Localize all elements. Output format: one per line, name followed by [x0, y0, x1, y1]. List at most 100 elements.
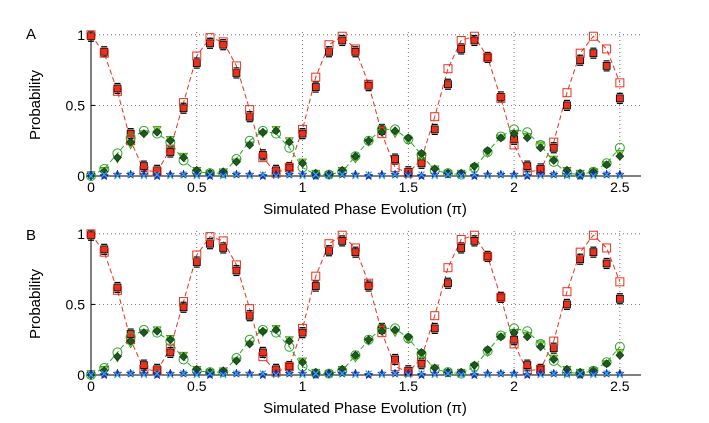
data-point — [482, 368, 493, 378]
data-point — [86, 229, 96, 239]
data-point — [351, 47, 360, 56]
data-point — [180, 370, 187, 378]
panel-b-xlabel: Simulated Phase Evolution (π) — [263, 400, 467, 417]
data-point — [615, 277, 625, 287]
data-point — [351, 172, 359, 180]
data-point — [588, 230, 598, 240]
data-point — [219, 172, 227, 180]
data-point — [537, 172, 544, 180]
data-point — [363, 369, 374, 380]
data-point — [311, 282, 320, 290]
data-point — [126, 137, 136, 147]
data-point — [390, 325, 400, 335]
data-point — [272, 371, 280, 379]
data-point — [391, 370, 399, 378]
data-point — [470, 171, 478, 179]
data-point — [165, 169, 176, 179]
data-point — [390, 126, 400, 136]
data-point — [377, 127, 387, 137]
data-point — [165, 343, 175, 353]
data-point — [245, 304, 255, 314]
data-point — [113, 352, 122, 362]
data-point — [364, 136, 374, 146]
data-point — [112, 368, 123, 378]
data-point — [218, 236, 228, 246]
data-point — [112, 169, 123, 179]
data-point — [483, 146, 493, 156]
panel-b-ylabel: Probability — [27, 268, 44, 339]
data-point — [246, 172, 254, 180]
data-point — [483, 52, 493, 62]
x-tick-label: 0.5 — [187, 378, 207, 394]
data-point — [311, 72, 321, 82]
data-point — [443, 263, 453, 273]
data-point — [469, 230, 479, 240]
y-tick-label: 1 — [77, 27, 85, 43]
data-point — [510, 172, 518, 180]
data-point — [152, 127, 162, 137]
data-point — [364, 282, 373, 290]
data-point — [496, 293, 505, 302]
data-point — [87, 172, 95, 180]
data-point — [469, 161, 479, 171]
data-point — [257, 170, 268, 181]
data-point — [376, 169, 387, 179]
data-point — [549, 143, 558, 152]
data-point — [509, 328, 519, 338]
data-point — [166, 148, 175, 156]
data-point — [457, 45, 466, 53]
y-tick-label: 1 — [77, 226, 85, 242]
data-point — [603, 370, 611, 378]
data-point — [418, 370, 425, 378]
data-point — [298, 158, 307, 168]
panel-a: A Simulated Phase Evolution (π) Probabil… — [26, 26, 641, 218]
data-point — [113, 84, 122, 93]
data-point — [523, 370, 531, 378]
data-point — [245, 311, 254, 320]
data-point — [245, 112, 254, 121]
x-tick-label: 1.5 — [399, 179, 419, 195]
data-point — [576, 56, 585, 65]
data-point — [549, 336, 559, 346]
data-point — [378, 371, 386, 379]
data-point — [444, 279, 452, 288]
data-point — [165, 144, 175, 154]
data-point — [431, 371, 439, 379]
data-point — [350, 169, 361, 179]
data-point — [522, 133, 532, 143]
data-point — [310, 369, 321, 380]
data-point — [100, 245, 109, 254]
data-point — [522, 170, 533, 181]
data-point — [602, 359, 612, 369]
data-point — [509, 169, 519, 179]
x-tick-label: 0.5 — [187, 179, 207, 195]
data-point — [615, 151, 625, 161]
y-tick-label: 0.5 — [66, 296, 86, 312]
data-point — [602, 160, 612, 170]
data-point — [615, 78, 625, 88]
data-point — [219, 371, 227, 379]
data-point — [233, 171, 240, 179]
data-point — [165, 136, 175, 146]
data-point — [231, 260, 241, 270]
data-point — [126, 330, 135, 338]
data-point — [444, 80, 452, 89]
data-point — [337, 230, 347, 240]
data-point — [509, 368, 519, 378]
data-point — [616, 371, 624, 379]
data-point — [311, 271, 321, 281]
data-point — [285, 171, 293, 179]
data-point — [139, 129, 149, 139]
data-point — [549, 344, 558, 353]
data-point — [258, 153, 268, 163]
data-point — [206, 239, 214, 248]
data-point — [338, 370, 346, 378]
data-point — [497, 171, 505, 179]
data-point — [365, 370, 373, 378]
data-point — [139, 328, 149, 338]
data-point — [429, 169, 440, 179]
data-point — [192, 258, 201, 266]
data-point — [496, 332, 506, 342]
data-point — [298, 323, 308, 333]
